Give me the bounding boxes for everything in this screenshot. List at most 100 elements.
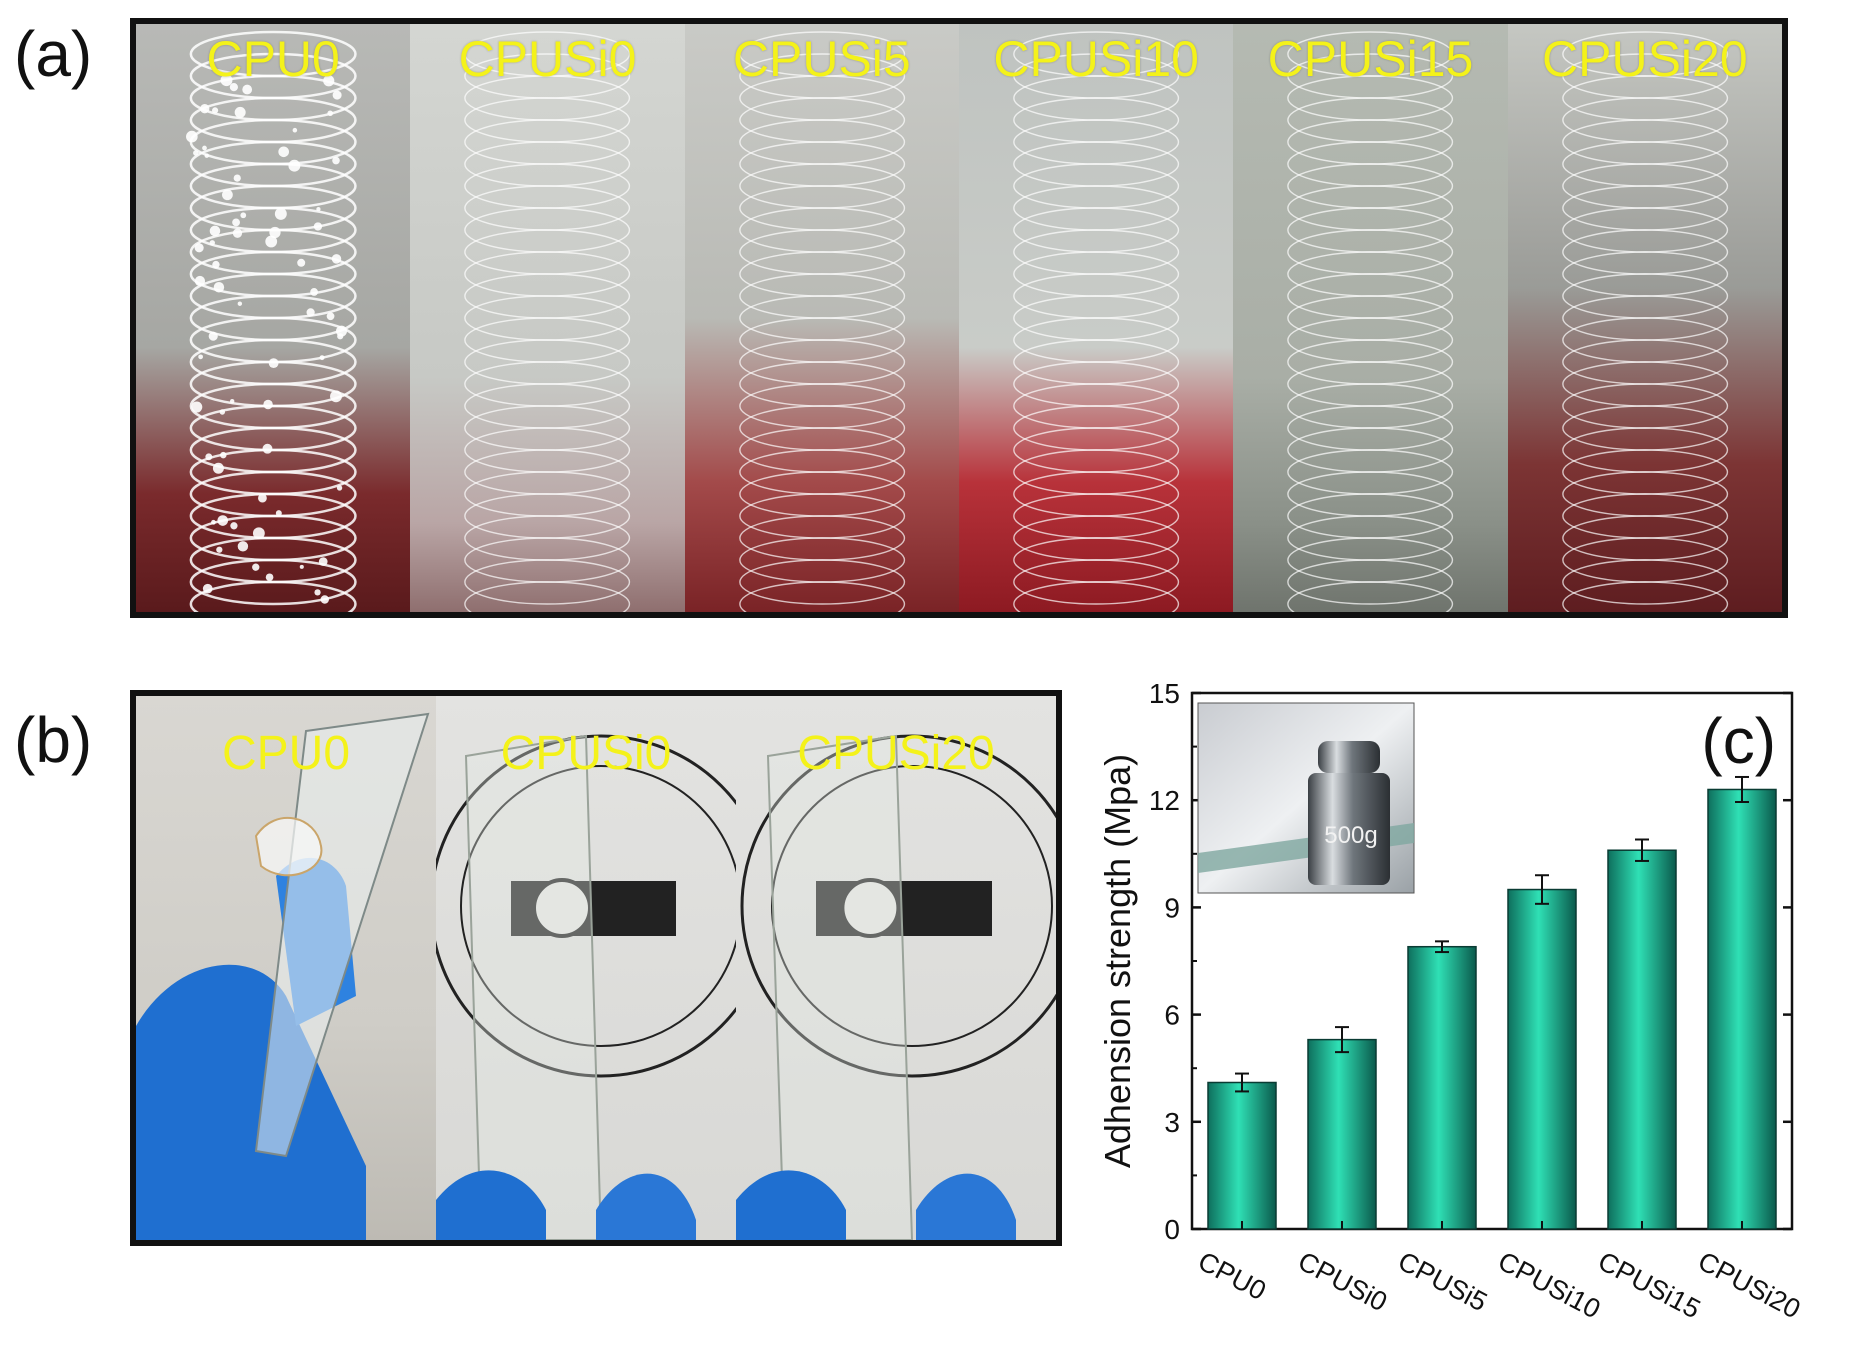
coating-speck — [252, 564, 259, 571]
coating-speck — [332, 157, 340, 165]
coating-speck — [205, 453, 212, 460]
x-tick-label: CPUSi5 — [1393, 1246, 1492, 1318]
coating-speck — [297, 259, 305, 267]
sample-label: CPU0 — [136, 726, 436, 781]
helical-coating-drawing — [959, 24, 1233, 612]
helical-coating-drawing — [1233, 24, 1507, 612]
coating-speck — [195, 276, 205, 286]
panel-c-letter: (c) — [1701, 705, 1776, 777]
coating-speck — [307, 308, 315, 316]
coating-speck — [198, 354, 203, 359]
sample-photo-strip: CPU0 — [136, 24, 410, 612]
coating-speck — [293, 128, 298, 133]
sample-photo-strip: CPUSi20 — [1508, 24, 1782, 612]
coating-speck — [327, 312, 335, 320]
x-tick-label: CPUSi20 — [1693, 1246, 1805, 1325]
sample-label: CPUSi15 — [1233, 30, 1507, 88]
coating-speck — [320, 355, 325, 360]
helical-coating-drawing — [1508, 24, 1782, 612]
y-tick-label: 9 — [1164, 892, 1180, 923]
coating-speck — [238, 541, 248, 551]
coating-speck — [191, 402, 202, 413]
sample-photo-strip: CPUSi5 — [685, 24, 959, 612]
glass-slide — [466, 736, 601, 1240]
bar — [1708, 789, 1776, 1229]
bar — [1308, 1040, 1376, 1229]
coating-speck — [222, 189, 233, 200]
sample-photo-strip: CPUSi10 — [959, 24, 1233, 612]
sample-label: CPUSi20 — [1508, 30, 1782, 88]
coating-speck — [319, 557, 328, 566]
coating-speck — [233, 229, 242, 238]
slide-photo: CPU0 — [136, 696, 436, 1240]
y-axis-label: Adhension strength (Mpa) — [1097, 754, 1138, 1168]
coating-speck — [212, 261, 219, 268]
coating-speck — [186, 131, 198, 143]
coating-speck — [211, 520, 216, 525]
x-tick-label: CPUSi15 — [1593, 1246, 1705, 1325]
coating-speck — [205, 153, 209, 157]
sample-label: CPUSi0 — [410, 30, 684, 88]
coating-speck — [214, 282, 224, 292]
coating-speck — [316, 207, 320, 211]
coating-speck — [203, 584, 213, 594]
sample-label: CPUSi20 — [736, 726, 1056, 781]
sample-photo-strip: CPUSi0 — [410, 24, 684, 612]
panel-a-letter: (a) — [14, 22, 92, 86]
panel-b-letter: (b) — [14, 708, 92, 772]
coating-speck — [253, 527, 265, 539]
coating-speck — [275, 208, 287, 220]
helical-coating-drawing — [410, 24, 684, 612]
y-tick-label: 6 — [1164, 1000, 1180, 1031]
coating-speck — [337, 333, 343, 339]
coating-speck — [288, 160, 300, 172]
glove-shape — [916, 1174, 1016, 1240]
glove-shape — [596, 1174, 696, 1240]
coating-speck — [332, 254, 342, 264]
coating-speck — [276, 510, 282, 516]
sample-label: CPU0 — [136, 30, 410, 88]
coating-speck — [200, 104, 209, 113]
coating-speck — [212, 107, 218, 113]
coating-speck — [193, 150, 198, 155]
coating-speck — [235, 107, 246, 118]
coating-speck — [321, 595, 329, 603]
adhered-coating — [256, 818, 321, 875]
coating-speck — [209, 332, 218, 341]
coating-speck — [217, 515, 228, 526]
x-tick-label: CPUSi0 — [1293, 1246, 1392, 1318]
coating-speck — [202, 146, 207, 151]
bar — [1408, 947, 1476, 1229]
coating-speck — [269, 358, 279, 368]
coating-speck — [220, 409, 225, 414]
coating-speck — [238, 302, 242, 306]
coating-speck — [337, 485, 342, 490]
y-tick-label: 15 — [1149, 678, 1180, 709]
coating-speck — [234, 175, 241, 182]
coating-speck — [230, 522, 237, 529]
coating-speck — [240, 212, 246, 218]
bar — [1608, 850, 1676, 1229]
helical-coating-drawing — [685, 24, 959, 612]
coating-speck — [258, 494, 267, 503]
adhesion-bar-chart: 03691215Adhension strength (Mpa)CPU0 CPUS… — [1080, 660, 1840, 1360]
coating-speck — [195, 243, 204, 252]
sample-label: CPUSi0 — [436, 726, 736, 781]
coating-speck — [278, 146, 289, 157]
helical-coating-drawing — [136, 24, 410, 612]
coating-speck — [330, 390, 342, 402]
coating-speck — [216, 547, 222, 553]
coating-speck — [314, 589, 320, 595]
glass-slide — [768, 736, 912, 1240]
y-tick-label: 0 — [1164, 1214, 1180, 1245]
coating-speck — [300, 565, 304, 569]
coating-speck — [232, 219, 240, 227]
coating-speck — [310, 288, 318, 296]
inset-weight-label: 500g — [1324, 822, 1377, 849]
coating-speck — [213, 463, 224, 474]
y-tick-label: 12 — [1149, 785, 1180, 816]
coating-speck — [210, 240, 215, 245]
coating-speck — [327, 110, 333, 116]
slide-photo: CPUSi20 — [736, 696, 1056, 1240]
